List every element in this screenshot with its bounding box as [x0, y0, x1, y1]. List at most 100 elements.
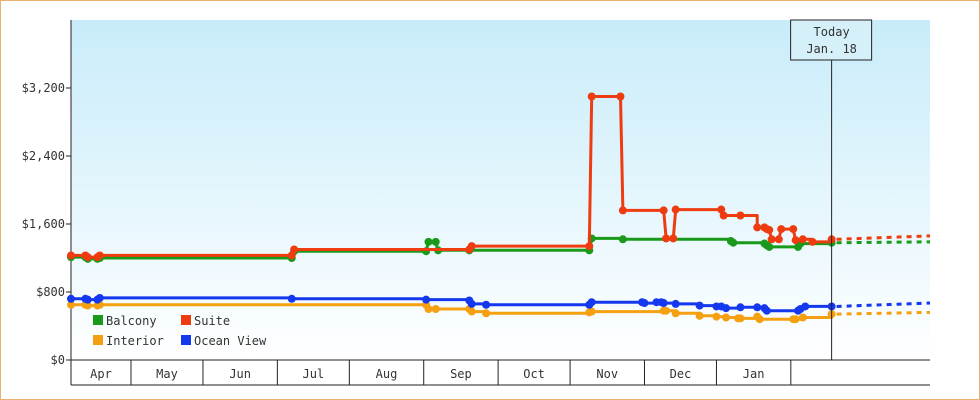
data-point-suite [765, 225, 774, 234]
data-point-interior [482, 309, 491, 318]
data-point-suite [808, 237, 817, 246]
data-point-ocean-view [801, 302, 810, 311]
data-point-suite [671, 205, 680, 214]
x-tick-label: May [156, 367, 178, 381]
data-point-interior [587, 307, 596, 316]
x-tick-label: Oct [523, 367, 545, 381]
legend-item-balcony: Balcony [93, 314, 157, 328]
legend-swatch-balcony [93, 315, 103, 325]
data-point-ocean-view [587, 298, 596, 307]
y-tick-label: $3,200 [22, 81, 65, 95]
legend-swatch-interior [93, 335, 103, 345]
data-point-ocean-view [722, 304, 731, 313]
data-point-suite [777, 225, 786, 234]
data-point-interior [467, 307, 476, 316]
today-label: Today [814, 25, 850, 39]
data-point-balcony [424, 237, 433, 246]
data-point-suite [95, 251, 104, 260]
data-point-ocean-view [671, 299, 680, 308]
today-box [790, 19, 873, 61]
data-point-ocean-view [467, 299, 476, 308]
series-interior [67, 300, 836, 324]
data-point-ocean-view [753, 303, 762, 312]
legend-label-suite: Suite [194, 314, 230, 328]
data-point-interior [67, 300, 75, 309]
x-axis: Apr May Jun Jul Aug Sep Oct Nov Dec Jan [71, 359, 930, 386]
data-point-interior [695, 311, 704, 320]
data-point-ocean-view [695, 301, 704, 310]
data-point-interior [424, 305, 433, 313]
legend-label-interior: Interior [106, 334, 164, 348]
x-tick-label: Jun [229, 367, 251, 381]
data-point-ocean-view [640, 299, 649, 308]
data-point-ocean-view [67, 294, 75, 303]
legend-label-ocean-view: Ocean View [194, 334, 267, 348]
legend-item-suite: Suite [181, 314, 230, 328]
x-tick-label: Jul [302, 367, 324, 381]
data-point-suite [791, 236, 800, 245]
data-point-interior [722, 313, 731, 322]
data-point-suite [767, 235, 776, 244]
y-tick-label: $0 [51, 353, 65, 367]
data-point-suite [290, 245, 299, 254]
data-point-ocean-view [95, 293, 104, 302]
legend-swatch-suite [181, 315, 191, 325]
data-point-balcony [729, 238, 738, 247]
legend: Balcony Suite Interior Ocean View [93, 314, 267, 348]
y-tick-label: $1,600 [22, 217, 65, 231]
data-point-suite [587, 92, 596, 101]
data-point-ocean-view [659, 299, 668, 308]
today-marker: Today Jan. 18 [790, 19, 873, 360]
data-point-suite [798, 235, 807, 244]
legend-swatch-ocean-view [181, 335, 191, 345]
series-layer [67, 92, 836, 324]
y-tick-label: $800 [36, 285, 65, 299]
data-point-suite [83, 253, 92, 262]
data-point-ocean-view [482, 300, 491, 309]
legend-item-ocean-view: Ocean View [181, 334, 267, 348]
x-tick-label: Jan [743, 367, 765, 381]
data-point-balcony [618, 235, 627, 244]
data-point-interior [798, 313, 807, 322]
data-point-suite [467, 242, 476, 251]
data-point-suite [618, 206, 627, 215]
y-tick-label: $2,400 [22, 149, 65, 163]
data-point-balcony [431, 237, 440, 246]
series-ocean-view [67, 293, 836, 315]
data-point-suite [789, 225, 798, 234]
x-tick-label: Nov [596, 367, 618, 381]
legend-label-balcony: Balcony [106, 314, 157, 328]
data-point-interior [791, 315, 800, 324]
data-point-interior [736, 314, 745, 323]
data-point-ocean-view [83, 295, 92, 304]
today-date: Jan. 18 [806, 42, 857, 56]
data-point-suite [659, 206, 668, 215]
data-point-interior [755, 315, 764, 324]
data-point-suite [616, 92, 625, 101]
data-point-suite [753, 223, 762, 232]
data-point-balcony [765, 242, 774, 251]
data-point-interior [712, 312, 721, 321]
x-tick-label: Aug [376, 367, 398, 381]
data-point-interior [83, 301, 92, 310]
data-point-interior [431, 305, 440, 313]
x-tick-label: Sep [450, 367, 472, 381]
data-point-ocean-view [287, 294, 296, 303]
data-point-suite [736, 211, 745, 220]
data-point-suite [662, 234, 671, 243]
data-point-suite [67, 251, 75, 260]
data-point-suite [719, 211, 728, 220]
legend-item-interior: Interior [93, 334, 164, 348]
data-point-ocean-view [422, 295, 431, 304]
data-point-suite [585, 242, 594, 251]
x-tick-label: Apr [90, 367, 112, 381]
data-point-ocean-view [736, 303, 745, 312]
data-point-interior [671, 309, 680, 318]
data-point-interior [662, 306, 671, 315]
x-tick-label: Dec [670, 367, 692, 381]
y-axis: $0 $800 $1,600 $2,400 $3,200 [22, 20, 72, 385]
data-point-suite [669, 234, 678, 243]
series-suite [67, 92, 836, 262]
data-point-ocean-view [762, 306, 771, 315]
